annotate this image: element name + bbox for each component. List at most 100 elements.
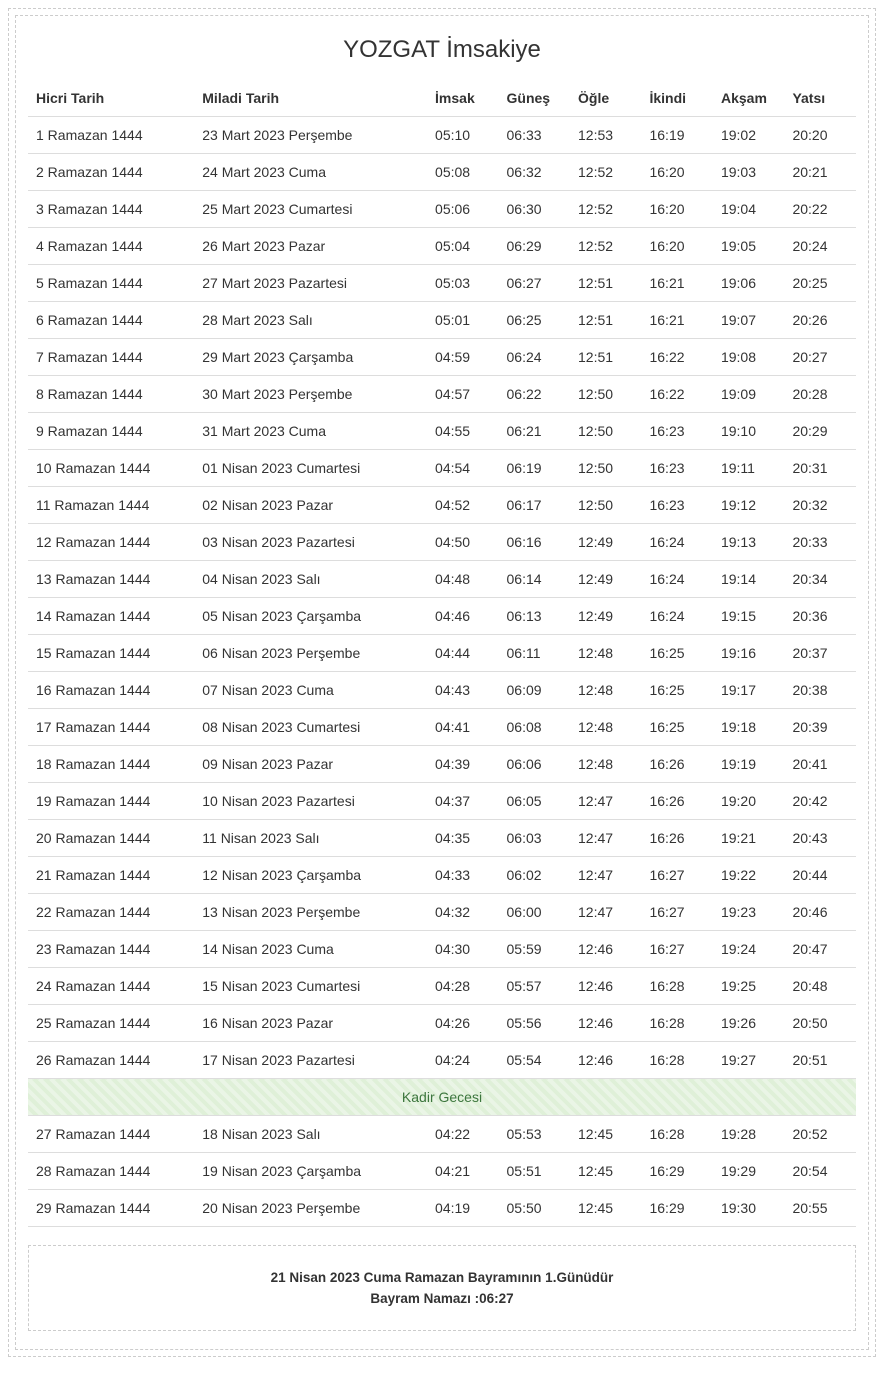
- cell-ikindi: 16:26: [641, 783, 712, 820]
- cell-aksam: 19:14: [713, 561, 784, 598]
- cell-yatsi: 20:50: [784, 1005, 856, 1042]
- cell-gunes: 05:54: [499, 1042, 570, 1079]
- cell-imsak: 04:39: [427, 746, 498, 783]
- cell-yatsi: 20:52: [784, 1116, 856, 1153]
- cell-aksam: 19:19: [713, 746, 784, 783]
- cell-imsak: 05:08: [427, 154, 498, 191]
- cell-ogle: 12:45: [570, 1153, 641, 1190]
- cell-miladi: 06 Nisan 2023 Perşembe: [194, 635, 427, 672]
- cell-miladi: 02 Nisan 2023 Pazar: [194, 487, 427, 524]
- cell-gunes: 06:21: [499, 413, 570, 450]
- table-row: 14 Ramazan 144405 Nisan 2023 Çarşamba04:…: [28, 598, 856, 635]
- cell-imsak: 04:19: [427, 1190, 498, 1227]
- cell-hicri: 23 Ramazan 1444: [28, 931, 194, 968]
- cell-ikindi: 16:25: [641, 635, 712, 672]
- cell-miladi: 03 Nisan 2023 Pazartesi: [194, 524, 427, 561]
- cell-gunes: 06:22: [499, 376, 570, 413]
- cell-ikindi: 16:25: [641, 709, 712, 746]
- cell-aksam: 19:22: [713, 857, 784, 894]
- cell-miladi: 18 Nisan 2023 Salı: [194, 1116, 427, 1153]
- cell-yatsi: 20:36: [784, 598, 856, 635]
- cell-yatsi: 20:42: [784, 783, 856, 820]
- cell-imsak: 04:50: [427, 524, 498, 561]
- cell-yatsi: 20:20: [784, 117, 856, 154]
- cell-ikindi: 16:24: [641, 524, 712, 561]
- cell-gunes: 06:00: [499, 894, 570, 931]
- cell-hicri: 12 Ramazan 1444: [28, 524, 194, 561]
- table-row: 20 Ramazan 144411 Nisan 2023 Salı04:3506…: [28, 820, 856, 857]
- cell-gunes: 05:56: [499, 1005, 570, 1042]
- cell-ogle: 12:46: [570, 1005, 641, 1042]
- cell-miladi: 10 Nisan 2023 Pazartesi: [194, 783, 427, 820]
- cell-ikindi: 16:22: [641, 339, 712, 376]
- cell-imsak: 04:32: [427, 894, 498, 931]
- cell-hicri: 4 Ramazan 1444: [28, 228, 194, 265]
- cell-gunes: 06:14: [499, 561, 570, 598]
- table-row: 9 Ramazan 144431 Mart 2023 Cuma04:5506:2…: [28, 413, 856, 450]
- cell-gunes: 05:53: [499, 1116, 570, 1153]
- table-row: 27 Ramazan 144418 Nisan 2023 Salı04:2205…: [28, 1116, 856, 1153]
- cell-aksam: 19:27: [713, 1042, 784, 1079]
- cell-hicri: 5 Ramazan 1444: [28, 265, 194, 302]
- cell-ikindi: 16:23: [641, 487, 712, 524]
- cell-yatsi: 20:34: [784, 561, 856, 598]
- cell-hicri: 18 Ramazan 1444: [28, 746, 194, 783]
- cell-imsak: 05:04: [427, 228, 498, 265]
- cell-yatsi: 20:28: [784, 376, 856, 413]
- cell-imsak: 04:28: [427, 968, 498, 1005]
- table-row: 4 Ramazan 144426 Mart 2023 Pazar05:0406:…: [28, 228, 856, 265]
- table-row: 19 Ramazan 144410 Nisan 2023 Pazartesi04…: [28, 783, 856, 820]
- cell-imsak: 04:30: [427, 931, 498, 968]
- cell-yatsi: 20:26: [784, 302, 856, 339]
- cell-aksam: 19:12: [713, 487, 784, 524]
- cell-yatsi: 20:39: [784, 709, 856, 746]
- cell-aksam: 19:13: [713, 524, 784, 561]
- cell-imsak: 05:01: [427, 302, 498, 339]
- col-ikindi: İkindi: [641, 80, 712, 117]
- cell-imsak: 05:03: [427, 265, 498, 302]
- cell-imsak: 04:26: [427, 1005, 498, 1042]
- cell-ogle: 12:45: [570, 1116, 641, 1153]
- table-row: 16 Ramazan 144407 Nisan 2023 Cuma04:4306…: [28, 672, 856, 709]
- special-row: Kadir Gecesi: [28, 1079, 856, 1116]
- cell-miladi: 30 Mart 2023 Perşembe: [194, 376, 427, 413]
- cell-aksam: 19:02: [713, 117, 784, 154]
- cell-aksam: 19:24: [713, 931, 784, 968]
- cell-hicri: 1 Ramazan 1444: [28, 117, 194, 154]
- cell-ikindi: 16:27: [641, 931, 712, 968]
- cell-imsak: 04:55: [427, 413, 498, 450]
- cell-aksam: 19:07: [713, 302, 784, 339]
- cell-miladi: 13 Nisan 2023 Perşembe: [194, 894, 427, 931]
- cell-hicri: 10 Ramazan 1444: [28, 450, 194, 487]
- cell-hicri: 6 Ramazan 1444: [28, 302, 194, 339]
- cell-ikindi: 16:29: [641, 1153, 712, 1190]
- cell-yatsi: 20:43: [784, 820, 856, 857]
- cell-aksam: 19:28: [713, 1116, 784, 1153]
- cell-gunes: 05:57: [499, 968, 570, 1005]
- cell-miladi: 01 Nisan 2023 Cumartesi: [194, 450, 427, 487]
- cell-ikindi: 16:28: [641, 1042, 712, 1079]
- cell-gunes: 06:29: [499, 228, 570, 265]
- cell-imsak: 04:41: [427, 709, 498, 746]
- cell-aksam: 19:20: [713, 783, 784, 820]
- cell-yatsi: 20:32: [784, 487, 856, 524]
- cell-aksam: 19:15: [713, 598, 784, 635]
- table-row: 21 Ramazan 144412 Nisan 2023 Çarşamba04:…: [28, 857, 856, 894]
- cell-gunes: 06:33: [499, 117, 570, 154]
- table-row: 18 Ramazan 144409 Nisan 2023 Pazar04:390…: [28, 746, 856, 783]
- cell-imsak: 04:54: [427, 450, 498, 487]
- cell-gunes: 06:08: [499, 709, 570, 746]
- cell-miladi: 15 Nisan 2023 Cumartesi: [194, 968, 427, 1005]
- cell-yatsi: 20:51: [784, 1042, 856, 1079]
- cell-ogle: 12:46: [570, 968, 641, 1005]
- cell-miladi: 19 Nisan 2023 Çarşamba: [194, 1153, 427, 1190]
- cell-hicri: 27 Ramazan 1444: [28, 1116, 194, 1153]
- table-row: 8 Ramazan 144430 Mart 2023 Perşembe04:57…: [28, 376, 856, 413]
- cell-hicri: 25 Ramazan 1444: [28, 1005, 194, 1042]
- cell-yatsi: 20:48: [784, 968, 856, 1005]
- cell-miladi: 07 Nisan 2023 Cuma: [194, 672, 427, 709]
- table-row: 25 Ramazan 144416 Nisan 2023 Pazar04:260…: [28, 1005, 856, 1042]
- cell-ogle: 12:48: [570, 709, 641, 746]
- cell-ikindi: 16:21: [641, 265, 712, 302]
- col-hicri: Hicri Tarih: [28, 80, 194, 117]
